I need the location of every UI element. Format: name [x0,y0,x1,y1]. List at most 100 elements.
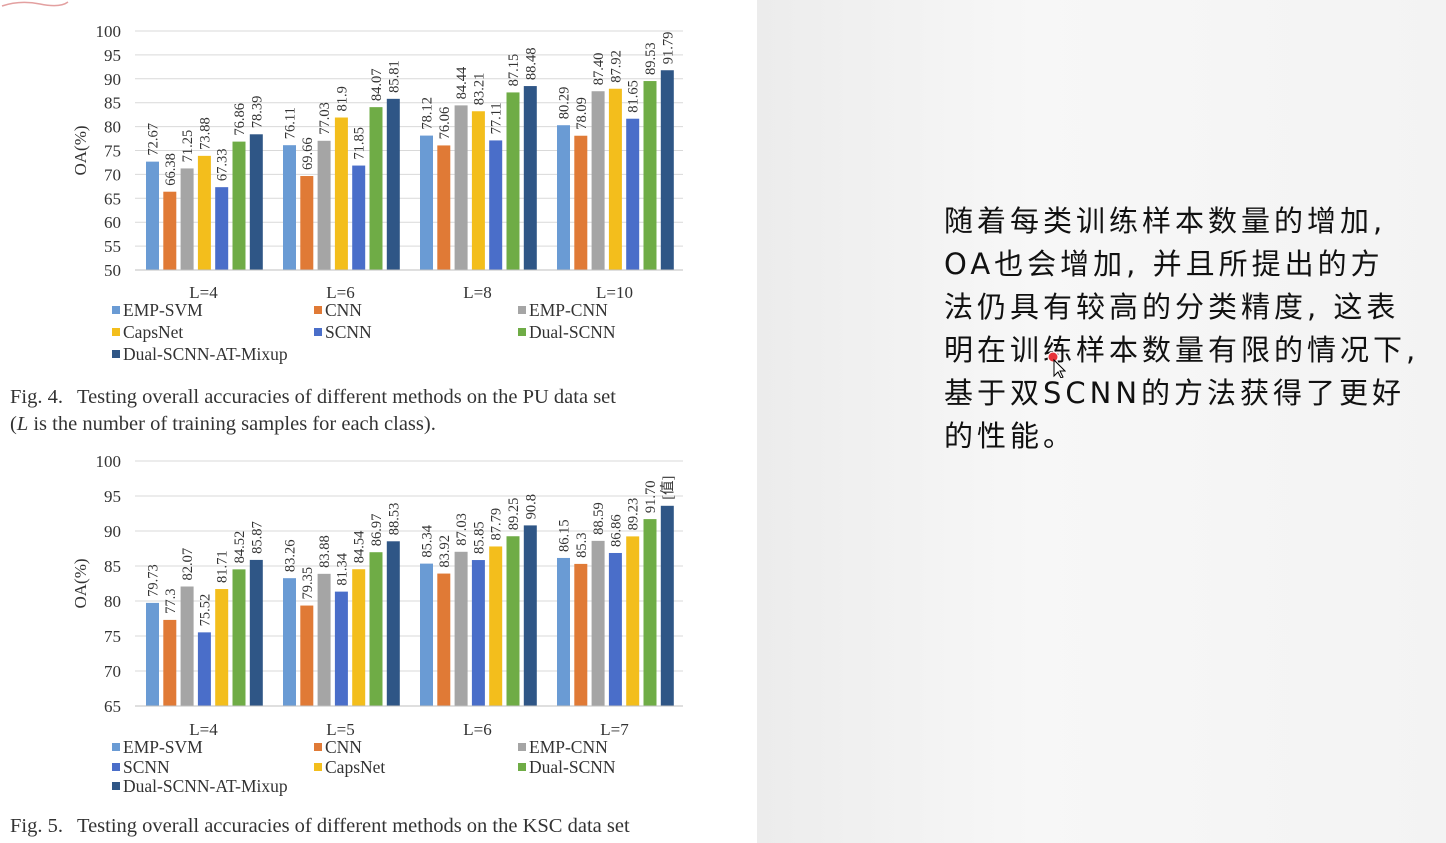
y-tick-label: 60 [104,213,121,232]
y-tick-label: 50 [104,261,121,280]
data-label: 87.92 [608,50,624,83]
data-label: 84.52 [232,531,248,564]
legend-label: EMP-CNN [529,737,608,757]
data-label: 71.85 [352,127,368,160]
note-line: OA也会增加, 并且所提出的方 [944,247,1384,281]
legend-swatch [112,306,120,314]
laser-pointer-cursor-icon [1047,351,1066,378]
data-label: 91.70 [643,480,659,513]
data-label: 83.21 [471,73,487,106]
data-label: 75.52 [197,594,213,627]
bar-emp-svm [146,161,159,270]
legend-label: CapsNet [123,322,183,342]
legend-label: EMP-SVM [123,300,203,320]
data-label: 83.88 [317,535,333,568]
bar-cnn [300,605,314,706]
bar-emp-cnn [591,540,605,706]
note-line: 法仍具有较高的分类精度, 这表 [944,290,1400,324]
data-label: 66.38 [163,153,179,186]
bar-scnn [626,118,640,270]
legend-label: Dual-SCNN-AT-Mixup [123,344,288,364]
data-label: 86.86 [608,514,624,547]
data-label: 77.11 [489,102,505,134]
bar-emp-svm [283,145,296,270]
data-label: 83.26 [283,540,299,573]
bar-capsnet [471,111,485,271]
data-label: 88.48 [523,47,539,80]
legend-label: CNN [325,300,362,320]
fig4-caption-line1: Testing overall accuracies of different … [76,386,616,408]
bar-dual-scnn-at-mixup [386,541,400,706]
bar-dual-scnn-at-mixup [660,505,674,706]
data-label: 89.53 [643,42,659,75]
y-tick-label: 70 [104,662,121,681]
bar-emp-svm [283,578,296,706]
data-label: 69.66 [300,137,316,170]
bar-scnn [352,165,366,270]
data-label: 78.12 [420,97,436,130]
legend-label: EMP-SVM [123,737,203,757]
legend-swatch [112,328,120,336]
bar-emp-cnn [317,573,331,706]
data-label: 81.9 [334,86,350,111]
data-label: 78.39 [249,96,265,129]
x-category-label: L=10 [596,283,633,302]
legend-label: SCNN [325,322,372,342]
data-label: 86.97 [369,514,385,547]
chinese-explanation-text: 随着每类训练样本数量的增加, OA也会增加, 并且所提出的方 法仍具有较高的分类… [944,200,1444,458]
bar-emp-cnn [180,168,194,270]
data-label: 73.88 [197,117,213,150]
fig5-caption: Fig. 5. Testing overall accuracies of dif… [10,813,752,840]
legend-swatch [518,743,526,751]
bar-cnn [437,145,451,270]
data-label: 79.73 [146,564,162,597]
y-tick-label: 100 [96,452,122,471]
legend-label: SCNN [123,757,170,777]
bar-dual-scnn [506,92,520,270]
fig5-label: Fig. 5. [10,815,63,837]
bar-scnn [334,591,348,706]
bar-cnn [163,619,177,706]
bar-dual-scnn [643,519,657,706]
data-label: 77.3 [163,589,179,614]
x-category-label: L=4 [189,720,218,739]
data-label: 84.07 [369,69,385,102]
x-category-label: L=4 [189,283,218,302]
bar-dual-scnn [506,536,520,706]
legend-label: Dual-SCNN-AT-Mixup [123,776,288,796]
x-category-label: L=7 [600,720,629,739]
bar-emp-cnn [317,140,331,270]
bar-emp-svm [420,563,433,706]
legend-label: Dual-SCNN [529,757,616,777]
y-tick-label: 65 [104,189,121,208]
data-label: 88.53 [386,503,402,536]
bar-dual-scnn-at-mixup [660,70,674,270]
fig4-caption-var: L [16,413,29,435]
bar-scnn [608,552,622,706]
data-label: 81.34 [334,552,350,585]
fig5-caption-line1: Testing overall accuracies of different … [76,815,630,837]
bar-dual-scnn [369,107,383,270]
data-label: 71.25 [180,130,196,163]
bar-emp-svm [557,125,570,270]
data-label: 82.07 [180,548,196,581]
bar-emp-cnn [591,91,605,270]
legend-swatch [518,763,526,771]
bar-dual-scnn [643,81,657,270]
legend-swatch [314,306,322,314]
bar-cnn [163,191,177,270]
bar-scnn [489,140,503,270]
data-label: 90.8 [523,494,539,519]
legend-swatch [112,782,120,790]
slide-notes-area [757,0,1446,843]
bar-capsnet [197,155,211,270]
bar-dual-scnn [232,141,246,270]
data-label: 85.34 [420,524,436,557]
y-tick-label: 90 [104,522,121,541]
bar-dual-scnn-at-mixup [386,98,400,270]
fig4-caption-line2: is the number of training samples for ea… [28,413,436,435]
bar-emp-cnn [180,586,194,706]
data-label: 76.86 [232,103,248,136]
bar-emp-svm [146,602,159,706]
data-label: 67.33 [215,149,231,182]
